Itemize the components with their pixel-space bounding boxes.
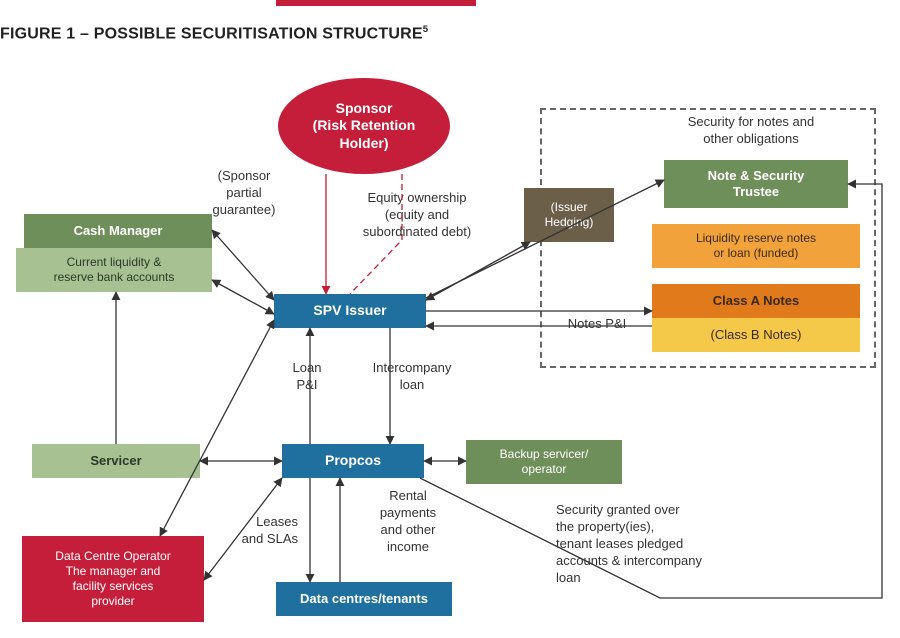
edge-spv-to-issuerhedging [426, 242, 530, 300]
title-main: POSSIBLE SECURITISATION STRUCTURE [94, 25, 423, 42]
label-rental-payments: Rentalpaymentsand otherincome [358, 488, 458, 556]
node-sponsor: Sponsor(Risk RetentionHolder) [278, 78, 450, 174]
title-prefix: FIGURE 1 – [0, 25, 94, 42]
node-propcos: Propcos [282, 444, 424, 478]
edge-spv-dcop-diag [160, 320, 274, 536]
label-loan-pi: LoanP&I [282, 360, 332, 394]
node-backup-servicer: Backup servicer/operator [466, 440, 622, 484]
node-cash-manager: Cash Manager [24, 214, 212, 248]
node-liquidity-reserve: Liquidity reserve notesor loan (funded) [652, 224, 860, 268]
edge-spv-to-cm-lower [212, 280, 274, 314]
node-class-a-notes: Class A Notes [652, 284, 860, 318]
label-sponsor-guarantee: (Sponsorpartialguarantee) [194, 168, 294, 219]
edge-spv-to-cm-upper [212, 230, 274, 300]
edge-sponsor-spv-dashed [350, 174, 402, 294]
figure-title: FIGURE 1 – POSSIBLE SECURITISATION STRUC… [0, 24, 428, 43]
node-spv-issuer: SPV Issuer [274, 294, 426, 328]
node-note-trustee: Note & SecurityTrustee [664, 160, 848, 208]
node-data-centres-tenants: Data centres/tenants [276, 582, 452, 616]
node-data-centre-operator: Data Centre OperatorThe manager andfacil… [22, 536, 204, 622]
label-equity-ownership: Equity ownership(equity andsubordinated … [332, 190, 502, 241]
label-intercompany-loan: Intercompanyloan [352, 360, 472, 394]
label-security-granted: Security granted overthe property(ies),t… [556, 502, 766, 586]
node-class-b-notes: (Class B Notes) [652, 318, 860, 352]
node-issuer-hedging: (IssuerHedging) [524, 188, 614, 242]
title-sup: 5 [423, 24, 429, 35]
top-accent-bar [276, 0, 476, 6]
label-leases-slas: Leasesand SLAs [218, 514, 298, 548]
node-servicer: Servicer [32, 444, 200, 478]
node-liquidity-accounts: Current liquidity &reserve bank accounts [16, 248, 212, 292]
edge-dcop-propcos [204, 478, 282, 580]
